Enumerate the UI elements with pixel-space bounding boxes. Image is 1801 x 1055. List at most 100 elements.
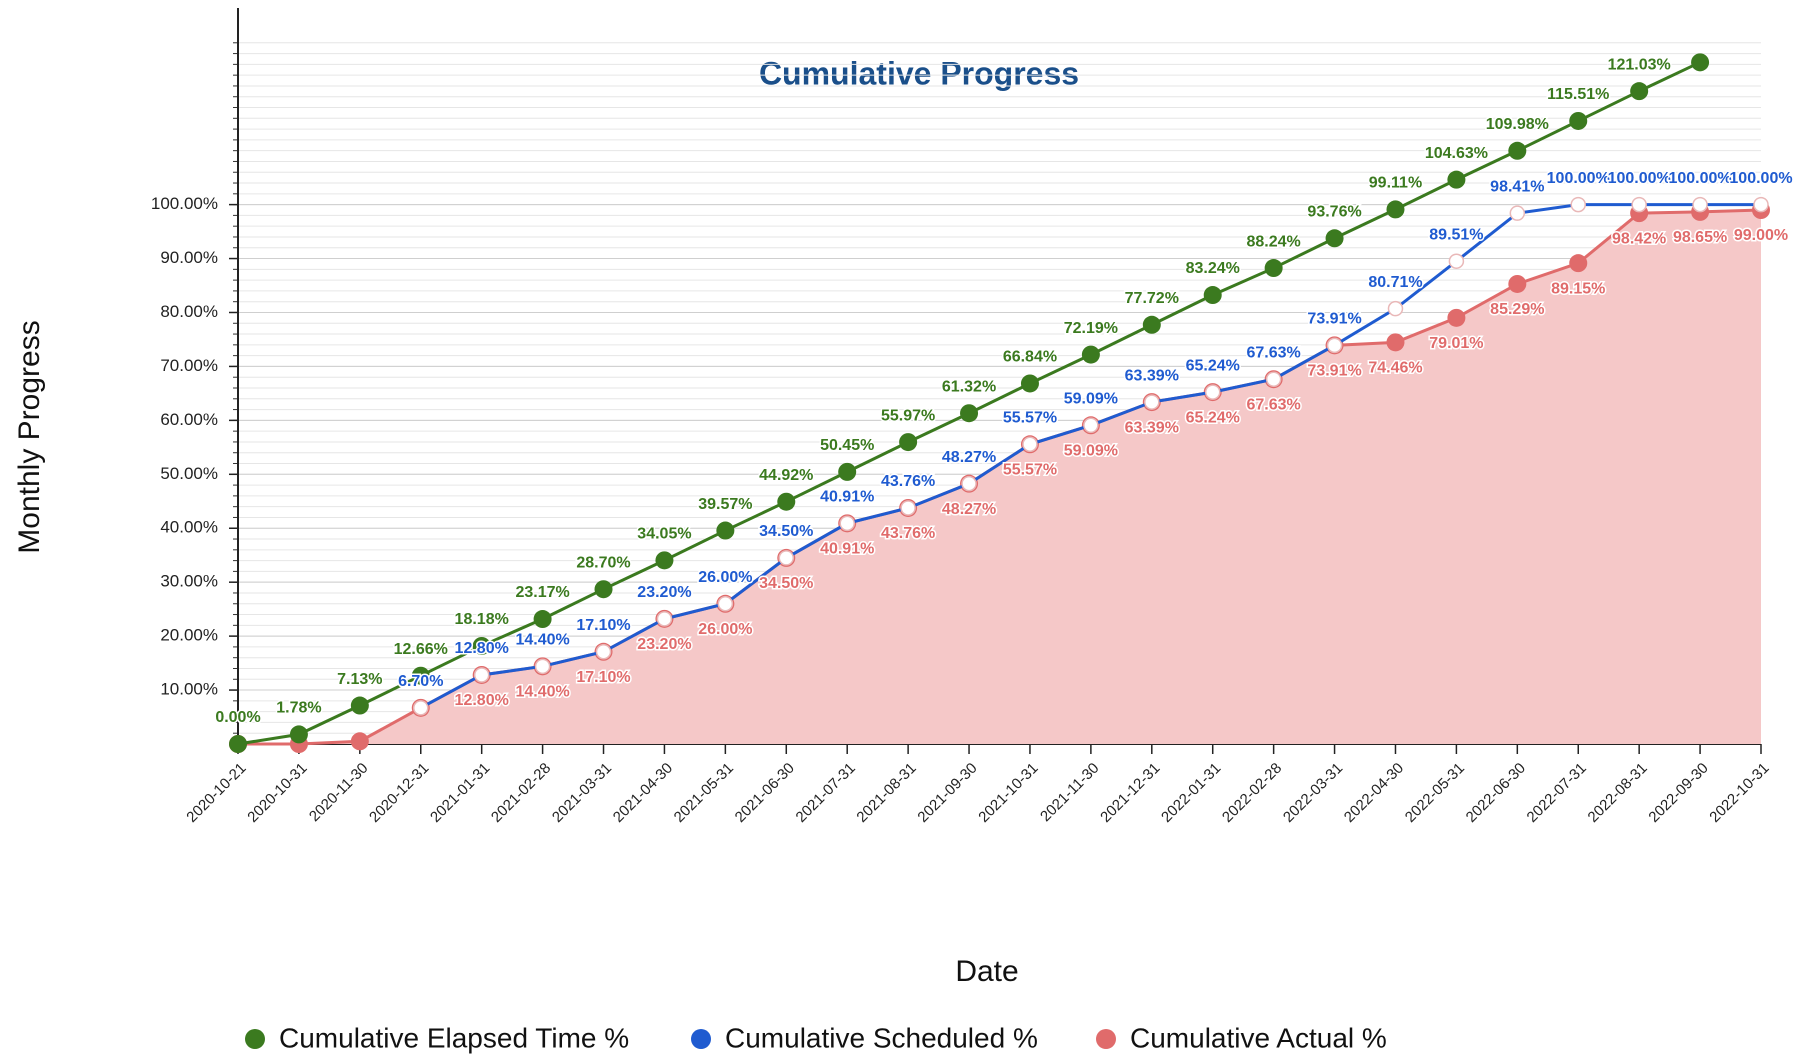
x-tick-label: 2021-11-30 [1037, 760, 1102, 825]
data-label: 89.15% [1551, 280, 1605, 297]
data-label: 77.72% [1125, 290, 1179, 307]
x-tick-label: 2021-01-31 [427, 760, 493, 826]
point [839, 515, 855, 532]
point [1081, 345, 1100, 364]
legend-marker [245, 1029, 265, 1049]
point [1569, 111, 1588, 130]
data-label: 115.51% [1547, 86, 1609, 103]
y-tick-label: 90.00% [160, 248, 218, 267]
point [229, 735, 247, 753]
data-label: 48.27% [942, 501, 996, 518]
data-label: 40.91% [820, 489, 874, 506]
point [473, 667, 490, 683]
legend-label: Cumulative Actual % [1130, 1022, 1387, 1053]
data-label: 34.50% [759, 575, 813, 592]
data-label: 34.05% [637, 526, 691, 543]
data-label: 121.03% [1608, 56, 1671, 73]
point [1144, 394, 1160, 410]
y-tick-label: 100.00% [151, 194, 218, 213]
legend-marker [691, 1029, 711, 1049]
point [1691, 53, 1710, 72]
data-label: 73.91% [1307, 363, 1361, 380]
data-label: 67.63% [1247, 344, 1301, 361]
x-tick-label: 2022-04-30 [1341, 760, 1407, 826]
data-label: 26.00% [698, 621, 752, 638]
x-tick-label: 2021-12-31 [1097, 760, 1163, 826]
y-tick-label: 80.00% [160, 302, 218, 321]
x-tick-label: 2022-06-30 [1463, 760, 1529, 826]
y-tick-label: 30.00% [160, 572, 218, 591]
point [1022, 436, 1038, 453]
point [350, 696, 369, 715]
data-label: 55.57% [1003, 409, 1057, 426]
x-tick-label: 2022-08-31 [1585, 760, 1651, 826]
data-label: 12.80% [455, 692, 509, 709]
data-label: 88.24% [1247, 233, 1301, 250]
data-label: 44.92% [759, 467, 813, 484]
data-label: 99.00% [1734, 227, 1788, 244]
data-label: 98.65% [1673, 229, 1727, 246]
point [655, 551, 674, 570]
x-tick-label: 2021-08-31 [853, 760, 919, 826]
data-label: 67.63% [1247, 396, 1301, 413]
point [960, 404, 979, 423]
data-label: 72.19% [1064, 320, 1118, 337]
data-label: 66.84% [1003, 349, 1057, 366]
data-label: 55.97% [881, 407, 935, 424]
legend-marker [1096, 1029, 1116, 1049]
point [1265, 371, 1282, 387]
x-tick-label: 2021-04-30 [610, 760, 676, 826]
point [594, 580, 613, 599]
data-label: 23.20% [637, 584, 691, 601]
data-label: 100.00% [1668, 170, 1731, 187]
data-label: 6.70% [398, 673, 443, 690]
data-label: 18.18% [455, 611, 509, 628]
point [1753, 196, 1769, 213]
y-tick-label: 20.00% [160, 626, 218, 645]
data-label: 48.27% [942, 449, 996, 466]
point [1204, 384, 1221, 400]
data-label: 12.66% [394, 641, 448, 658]
data-label: 7.13% [337, 671, 382, 688]
point [413, 700, 429, 716]
point [1448, 253, 1465, 269]
point [1325, 229, 1344, 248]
y-axis-label: Monthly Progress [13, 320, 46, 553]
point [1386, 200, 1405, 219]
data-label: 93.76% [1307, 203, 1361, 220]
point [1203, 286, 1222, 305]
data-label: 98.41% [1490, 178, 1544, 195]
y-tick-label: 50.00% [160, 464, 218, 483]
x-tick-label: 2021-10-31 [975, 760, 1041, 826]
x-tick-label: 2020-10-31 [244, 760, 310, 826]
area [238, 210, 1761, 744]
point [1570, 196, 1586, 213]
y-tick-label: 60.00% [160, 410, 218, 429]
point [1508, 274, 1527, 293]
data-label: 14.40% [515, 632, 569, 649]
legend-label: Cumulative Scheduled % [725, 1022, 1038, 1053]
point [716, 521, 735, 540]
data-label: 17.10% [576, 669, 630, 686]
data-label: 28.70% [576, 554, 630, 571]
point [1326, 337, 1343, 354]
point [899, 433, 918, 452]
data-label: 40.91% [820, 541, 874, 558]
x-tick-label: 2021-02-28 [488, 760, 554, 826]
point [656, 611, 673, 627]
data-label: 73.91% [1307, 311, 1361, 328]
data-label: 104.63% [1425, 145, 1488, 162]
data-label: 0.00% [215, 709, 260, 726]
x-tick-label: 2022-01-31 [1158, 760, 1224, 826]
data-label: 50.45% [820, 437, 874, 454]
point [472, 636, 491, 655]
point [777, 492, 796, 511]
data-label: 80.71% [1368, 274, 1422, 291]
point [350, 732, 369, 751]
point [961, 475, 977, 492]
x-tick-label: 2020-11-30 [306, 760, 371, 825]
point [1631, 196, 1647, 213]
data-label: 79.01% [1429, 335, 1483, 352]
point [1630, 82, 1649, 101]
x-tick-label: 2021-03-31 [549, 760, 615, 826]
